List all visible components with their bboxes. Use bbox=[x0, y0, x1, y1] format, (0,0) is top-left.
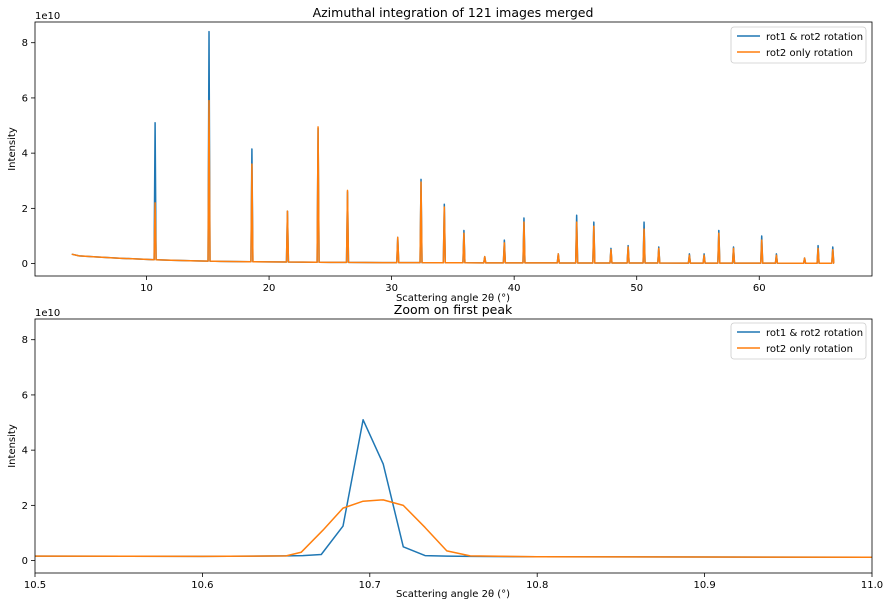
bottom-chart-title: Zoom on first peak bbox=[394, 302, 513, 317]
top-x-tick-label: 60 bbox=[753, 283, 766, 294]
bottom-x-tick-label: 11.0 bbox=[861, 580, 883, 591]
bottom-x-tick-label: 10.5 bbox=[24, 580, 46, 591]
top-x-tick-label: 30 bbox=[385, 283, 398, 294]
top-y-tick-label: 4 bbox=[22, 149, 28, 160]
bottom-x-tick-label: 10.8 bbox=[526, 580, 548, 591]
bottom-y-tick-label: 6 bbox=[22, 390, 28, 401]
bottom-y-tick-label: 2 bbox=[22, 501, 28, 512]
bottom-panel: Zoom on first peak 1e10 10.5 10.6 10.7 10.8… bbox=[7, 302, 883, 600]
top-x-tick-label: 50 bbox=[630, 283, 643, 294]
top-y-tick-label: 0 bbox=[22, 259, 28, 270]
top-plot-area bbox=[71, 30, 835, 264]
bottom-legend: rot1 & rot2 rotation rot2 only rotation bbox=[730, 322, 867, 360]
bottom-y-offset-label: 1e10 bbox=[35, 308, 60, 319]
top-y-tick-label: 2 bbox=[22, 204, 28, 215]
bottom-x-tick-label: 10.6 bbox=[191, 580, 213, 591]
top-legend-label-series2: rot2 only rotation bbox=[766, 48, 853, 59]
bottom-y-tick-label: 0 bbox=[22, 556, 28, 567]
bottom-x-tick-label: 10.7 bbox=[359, 580, 381, 591]
bottom-axes-frame bbox=[34, 318, 873, 574]
top-x-tick-label: 10 bbox=[140, 283, 153, 294]
bottom-y-axis-label: Intensity bbox=[7, 424, 18, 468]
bottom-x-axis-label: Scattering angle 2θ (°) bbox=[396, 589, 510, 600]
top-chart-title: Azimuthal integration of 121 images merg… bbox=[313, 5, 594, 20]
bottom-y-tick-label: 8 bbox=[22, 335, 28, 346]
top-x-axis-label: Scattering angle 2θ (°) bbox=[396, 293, 510, 304]
top-x-tick-label: 40 bbox=[508, 283, 521, 294]
bottom-series-line-2 bbox=[35, 499, 872, 559]
top-tick-layer: 10 20 30 40 50 60 0 2 4 6 8 bbox=[22, 38, 766, 294]
top-y-tick-label: 8 bbox=[22, 38, 28, 49]
bottom-legend-label-series2: rot2 only rotation bbox=[766, 344, 853, 355]
top-panel: Azimuthal integration of 121 images merg… bbox=[7, 5, 873, 304]
top-x-tick-label: 20 bbox=[263, 283, 276, 294]
top-axes-frame bbox=[34, 21, 873, 277]
bottom-y-tick-label: 4 bbox=[22, 446, 28, 457]
bottom-x-tick-label: 10.9 bbox=[693, 580, 715, 591]
top-y-tick-label: 6 bbox=[22, 93, 28, 104]
top-y-offset-label: 1e10 bbox=[35, 11, 60, 22]
bottom-tick-layer: 10.5 10.6 10.7 10.8 10.9 11.0 0 2 4 6 8 bbox=[22, 335, 884, 591]
top-legend-label-series1: rot1 & rot2 rotation bbox=[766, 32, 863, 43]
bottom-legend-box bbox=[730, 322, 867, 360]
top-y-axis-label: Intensity bbox=[7, 127, 18, 171]
bottom-legend-label-series1: rot1 & rot2 rotation bbox=[766, 328, 863, 339]
top-legend-box bbox=[730, 26, 867, 64]
bottom-plot-area bbox=[35, 419, 872, 559]
top-series-line-2 bbox=[71, 99, 835, 264]
top-legend: rot1 & rot2 rotation rot2 only rotation bbox=[730, 26, 867, 64]
